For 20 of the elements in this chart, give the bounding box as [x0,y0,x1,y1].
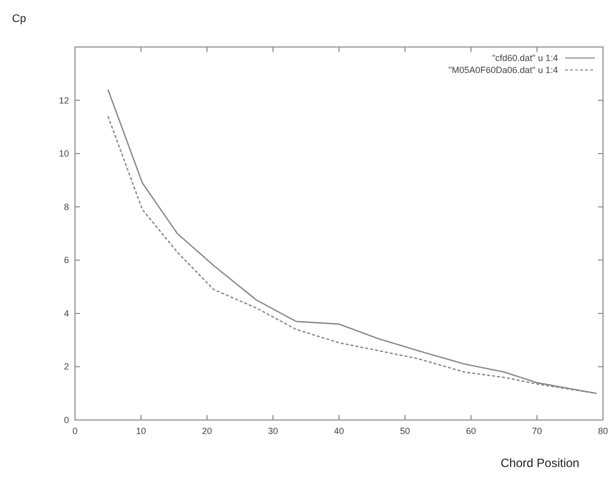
x-tick-label: 80 [598,426,608,436]
y-axis-title: Cp [12,13,26,25]
x-axis-title: Chord Position [500,456,580,470]
x-tick-label: 70 [532,426,542,436]
y-tick-label: 12 [58,95,69,106]
x-tick-label: 30 [268,426,278,436]
x-tick-label: 10 [136,426,146,436]
legend-label: "M05A0F60Da06.dat" u 1:4 [448,65,558,75]
x-tick-label: 20 [202,426,212,436]
x-tick-label: 40 [334,426,344,436]
y-tick-label: 8 [64,202,69,212]
x-tick-label: 60 [466,426,476,436]
x-tick-label: 0 [72,426,78,436]
y-tick-label: 10 [58,148,69,159]
legend-label: "cfd60.dat" u 1:4 [492,53,558,63]
y-tick-label: 2 [64,362,69,372]
y-tick-label: 4 [64,308,69,318]
y-tick-label: 6 [64,255,69,266]
y-tick-label: 0 [64,415,69,425]
x-tick-label: 50 [400,426,410,436]
